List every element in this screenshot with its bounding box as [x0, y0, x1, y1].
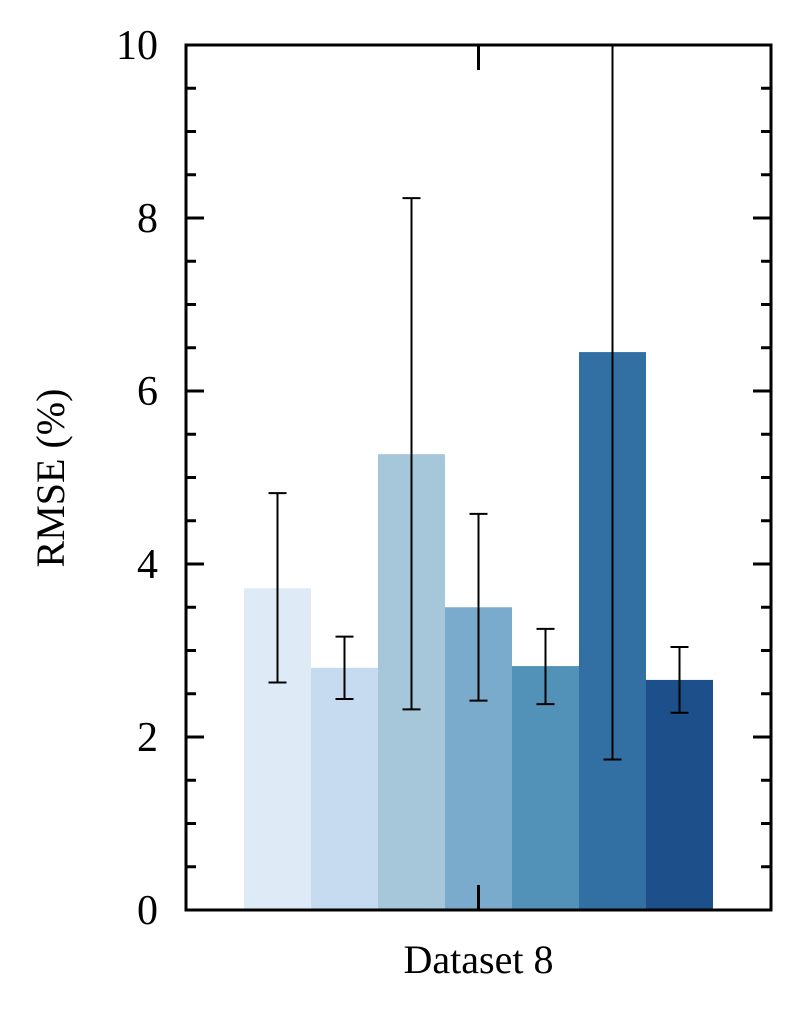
bar-7 [646, 679, 713, 910]
y-tick-label: 2 [137, 715, 158, 761]
y-tick-label: 8 [137, 196, 158, 242]
bar-2 [311, 667, 378, 910]
plot-frame [184, 43, 773, 912]
y-tick-label: 6 [137, 369, 158, 415]
axis-ticks-group [186, 43, 771, 912]
y-axis-label: RMSE (%) [28, 389, 73, 568]
y-tick-label: 4 [137, 542, 158, 588]
y-tick-label: 0 [137, 888, 158, 934]
error-bars-group [268, 45, 689, 761]
y-tick-labels-group: 0 2 4 6 8 10 [116, 23, 158, 934]
bar-5 [512, 666, 579, 910]
x-axis-label: Dataset 8 [404, 937, 554, 982]
y-tick-label: 10 [116, 23, 158, 69]
